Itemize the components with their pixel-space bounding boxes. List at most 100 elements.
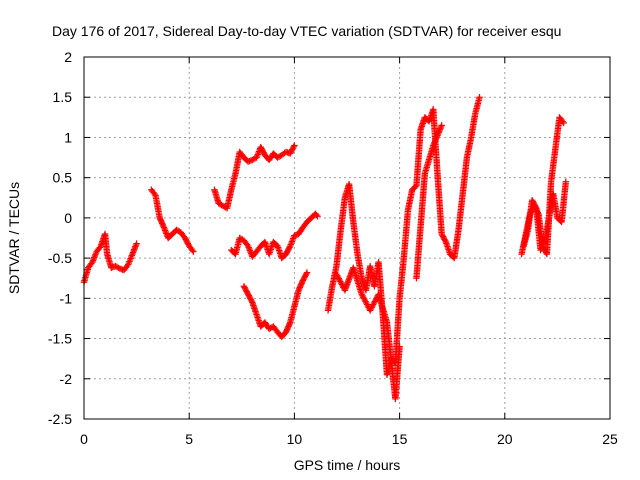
y-tick-label: -1 (60, 290, 73, 306)
data-point (157, 217, 165, 224)
data-point (363, 301, 371, 308)
data-point (430, 140, 438, 148)
chart-title: Day 176 of 2017, Sidereal Day-to-day VTE… (52, 23, 561, 39)
data-point (255, 149, 262, 157)
data-point (297, 281, 305, 288)
data-point (559, 118, 566, 125)
data-point (160, 224, 168, 231)
data-point (296, 285, 303, 293)
data-point (290, 143, 297, 151)
data-point (151, 190, 158, 198)
data-point (246, 247, 254, 254)
y-tick-label: 1 (64, 129, 72, 145)
data-point (132, 243, 139, 250)
data-point (127, 253, 135, 261)
data-point (289, 236, 296, 244)
data-point (430, 142, 437, 149)
y-tick-label: -0.5 (48, 250, 72, 266)
data-point (289, 235, 297, 242)
data-point (130, 247, 137, 255)
axis-ticks (83, 56, 611, 420)
data-point (333, 271, 340, 278)
data-point (560, 119, 567, 127)
data-point (133, 240, 140, 247)
series-arc-1 (80, 230, 140, 286)
data-point (336, 276, 343, 284)
data-point (314, 213, 321, 220)
x-tick-label: 25 (602, 431, 618, 447)
data-point (253, 154, 260, 161)
data-point (370, 299, 378, 307)
data-point (437, 125, 444, 132)
data-point (158, 218, 165, 226)
data-point (431, 137, 439, 145)
data-point (303, 269, 311, 276)
data-point (367, 305, 375, 313)
data-point (161, 227, 169, 234)
data-point (125, 259, 132, 267)
data-point (124, 261, 132, 268)
data-point (190, 248, 197, 255)
data-point (432, 136, 439, 143)
data-point (131, 244, 138, 252)
data-point (132, 241, 140, 249)
data-point (370, 301, 377, 308)
data-point (126, 258, 133, 265)
data-point (291, 142, 298, 149)
data-point (130, 246, 138, 253)
data-point (297, 282, 304, 290)
y-tick-label: 2 (64, 49, 72, 65)
data-point (159, 221, 166, 228)
data-point (441, 237, 449, 244)
data-point (371, 298, 378, 305)
data-point (363, 299, 370, 307)
plot-frame (83, 56, 611, 420)
data-point (433, 133, 441, 141)
data-point (283, 326, 291, 333)
data-point (254, 151, 261, 158)
series-arc-5 (240, 269, 311, 341)
series-arc-6 (324, 94, 483, 378)
data-point (366, 307, 374, 314)
x-tick-label: 0 (80, 431, 88, 447)
series-arc-10 (520, 178, 570, 254)
data-point (284, 324, 291, 332)
data-point (126, 256, 134, 264)
data-point (286, 242, 294, 250)
data-point (361, 296, 368, 304)
x-axis-label: GPS time / hours (294, 457, 401, 473)
series-arc-7 (333, 264, 403, 403)
data-point (303, 270, 310, 278)
data-point (436, 127, 443, 135)
data-point (334, 273, 342, 281)
data-point (313, 211, 320, 219)
data-point (435, 129, 442, 136)
data-point (438, 122, 445, 129)
data-point (337, 278, 344, 285)
data-point (334, 272, 341, 279)
y-tick-label: 1.5 (53, 89, 73, 105)
data-point (540, 240, 548, 247)
data-point (369, 302, 376, 310)
data-point (285, 323, 292, 330)
data-point (282, 328, 290, 336)
data-point (158, 220, 166, 227)
data-point (288, 239, 295, 247)
y-tick-label: 0.5 (53, 170, 73, 186)
series-arc-8 (413, 122, 445, 282)
data-point (90, 255, 97, 263)
data-point (296, 284, 304, 291)
y-tick-label: -2 (60, 371, 73, 387)
data-point (532, 203, 539, 211)
data-point (160, 222, 167, 230)
y-tick-label: 0 (64, 210, 72, 226)
x-tick-label: 15 (392, 431, 408, 447)
data-point (127, 255, 134, 262)
data-point (562, 178, 570, 185)
data-point (368, 304, 375, 311)
data-point (286, 320, 293, 328)
data-point (396, 343, 403, 350)
data-point (436, 126, 444, 133)
data-point (128, 252, 135, 259)
